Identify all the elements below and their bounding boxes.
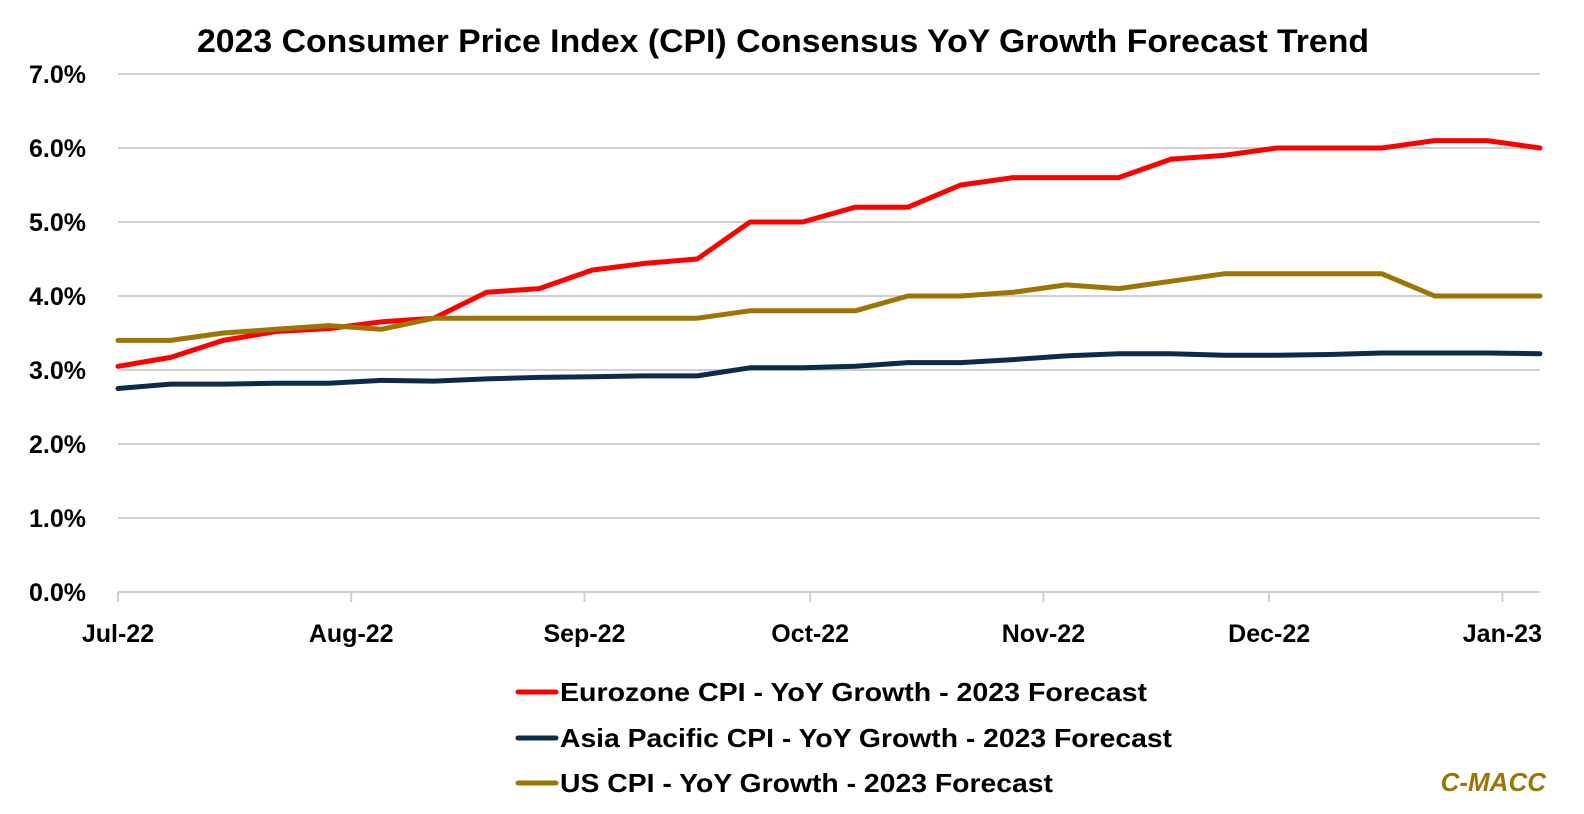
x-tick-label: Oct-22	[771, 620, 849, 648]
gridlines	[118, 73, 1540, 593]
y-tick-label: 5.0%	[29, 209, 86, 237]
y-tick-label: 1.0%	[29, 505, 86, 533]
source-credit: C-MACC	[1441, 767, 1548, 797]
legend-label: Asia Pacific CPI - YoY Growth - 2023 For…	[560, 723, 1172, 753]
y-tick-label: 3.0%	[29, 357, 86, 385]
x-tick-label: Nov-22	[1002, 620, 1085, 648]
y-tick-label: 2.0%	[29, 431, 86, 459]
x-tick-label: Sep-22	[543, 620, 625, 648]
chart-title: 2023 Consumer Price Index (CPI) Consensu…	[197, 23, 1369, 59]
x-tick-label: Jul-22	[82, 620, 154, 648]
x-tick-label: Dec-22	[1228, 620, 1310, 648]
series-line-eurozone	[115, 138, 1543, 369]
y-tick-label: 6.0%	[29, 135, 86, 163]
y-tick-label: 0.0%	[29, 579, 86, 607]
legend-label: US CPI - YoY Growth - 2023 Forecast	[560, 768, 1053, 798]
y-tick-label: 4.0%	[29, 283, 86, 311]
x-tick-label: Aug-22	[309, 620, 394, 648]
y-tick-label: 7.0%	[29, 61, 86, 89]
y-axis-ticks: 0.0% 1.0% 2.0% 3.0% 4.0% 5.0% 6.0% 7.0%	[29, 61, 86, 607]
legend-item: US CPI - YoY Growth - 2023 Forecast	[515, 768, 1053, 798]
series-lines	[115, 138, 1543, 391]
series-line-us	[115, 271, 1543, 343]
legend-item: Eurozone CPI - YoY Growth - 2023 Forecas…	[515, 677, 1147, 707]
legend: Eurozone CPI - YoY Growth - 2023 Forecas…	[515, 677, 1172, 798]
x-axis-ticks: Jul-22 Aug-22 Sep-22 Oct-22 Nov-22 Dec-22 Jan-…	[82, 592, 1542, 648]
series-line-asia-pacific	[115, 350, 1543, 391]
x-tick-label: Jan-23	[1463, 620, 1542, 648]
legend-item: Asia Pacific CPI - YoY Growth - 2023 For…	[515, 723, 1172, 753]
legend-label: Eurozone CPI - YoY Growth - 2023 Forecas…	[560, 677, 1147, 707]
